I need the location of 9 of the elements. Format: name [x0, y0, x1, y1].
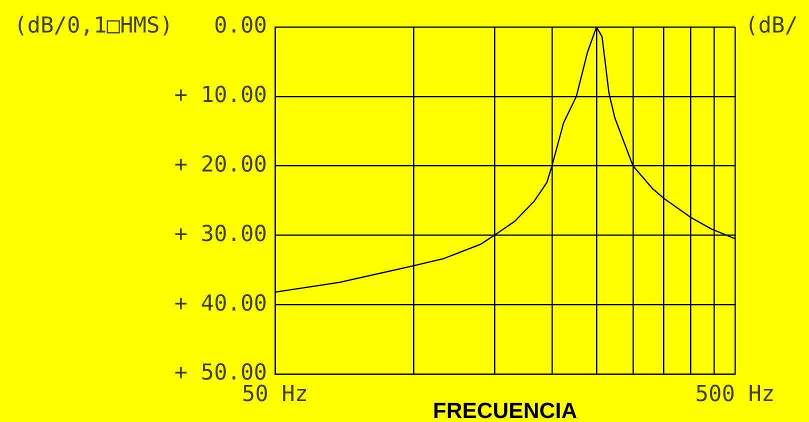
y-tick-label: + 30.00	[174, 222, 267, 247]
y-tick-label: + 20.00	[174, 152, 267, 178]
y-tick-label: + 10.00	[174, 83, 267, 108]
x-axis-title: FRECUENCIA	[432, 398, 578, 422]
y-axis-title: (dB/0,1□HMS)	[14, 14, 173, 39]
y-tick-label: 0.00	[214, 14, 267, 39]
text: (dB/	[745, 14, 798, 39]
y-tick-label: + 40.00	[174, 291, 267, 316]
x-tick-label: 500 Hz	[695, 382, 775, 407]
